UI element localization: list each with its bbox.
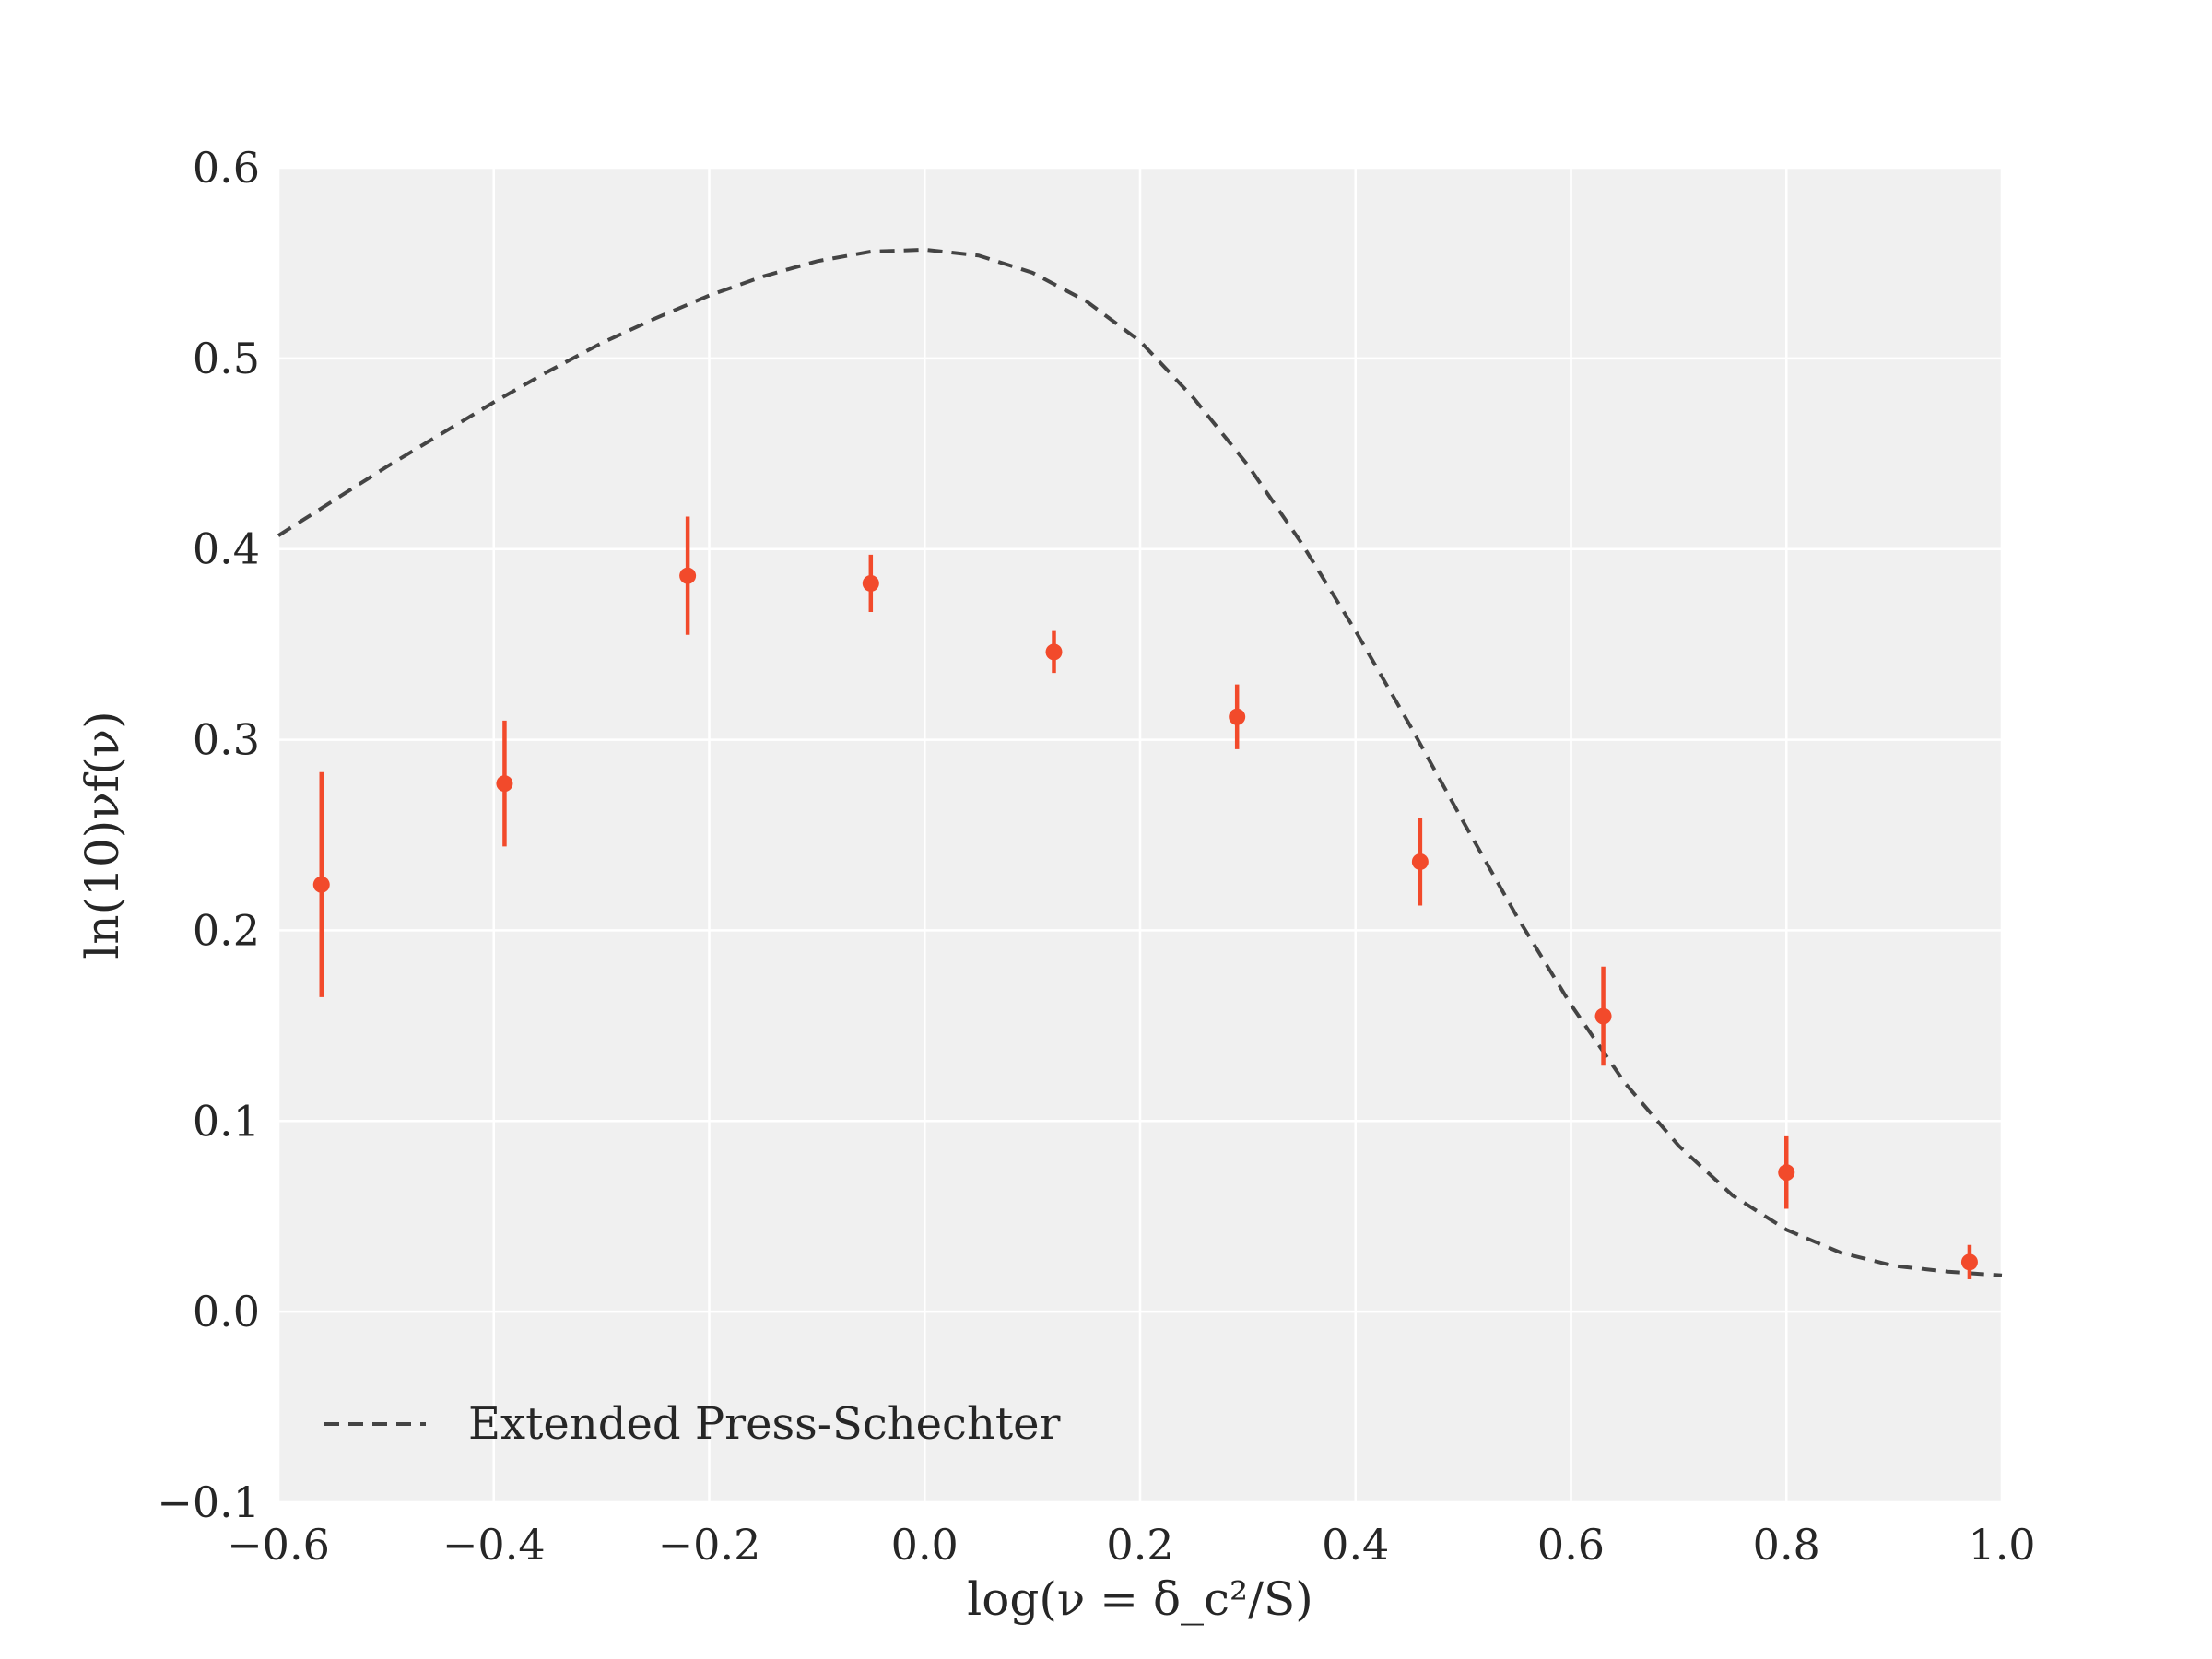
y-tick-label: 0.6 <box>193 143 260 193</box>
y-tick-label: 0.0 <box>193 1287 260 1336</box>
data-point <box>496 775 513 793</box>
x-tick-label: −0.4 <box>442 1520 546 1570</box>
y-tick-label: 0.1 <box>193 1096 260 1146</box>
data-point <box>312 876 330 893</box>
x-tick-label: 0.2 <box>1106 1520 1173 1570</box>
x-axis-label: log(ν = δ_c²/S) <box>967 1572 1312 1626</box>
x-tick-label: 0.4 <box>1322 1520 1389 1570</box>
x-tick-label: 0.0 <box>891 1520 959 1570</box>
y-tick-label: 0.4 <box>193 524 260 574</box>
data-point <box>1778 1164 1795 1182</box>
legend-label: Extended Press-Schechter <box>468 1398 1061 1450</box>
y-axis-label: ln(10)νf(ν) <box>76 711 129 959</box>
series-line-extended-press-schechter <box>276 247 2003 1277</box>
data-point <box>1594 1007 1612 1025</box>
data-point <box>1045 643 1063 661</box>
data-point <box>679 567 697 584</box>
x-tick-label: 0.8 <box>1753 1520 1820 1570</box>
y-tick-label: 0.5 <box>193 334 260 383</box>
tick-labels: −0.6 −0.4 −0.2 0.0 0.2 0.4 0.6 0.8 1.0 −0.1 0.0 0.1… <box>157 143 2035 1570</box>
x-tick-label: −0.6 <box>227 1520 330 1570</box>
data-point <box>1411 853 1429 870</box>
y-tick-label: −0.1 <box>157 1477 260 1527</box>
legend: Extended Press-Schechter <box>324 1398 1061 1450</box>
grid <box>276 166 2004 1504</box>
data-point <box>1229 708 1246 725</box>
data-marks <box>276 247 2003 1279</box>
data-point <box>862 574 879 592</box>
data-point <box>1960 1253 1978 1271</box>
x-tick-label: −0.2 <box>658 1520 761 1570</box>
x-tick-label: 1.0 <box>1968 1520 2035 1570</box>
y-tick-label: 0.3 <box>193 715 260 765</box>
y-tick-label: 0.2 <box>193 905 260 955</box>
x-tick-label: 0.6 <box>1537 1520 1605 1570</box>
